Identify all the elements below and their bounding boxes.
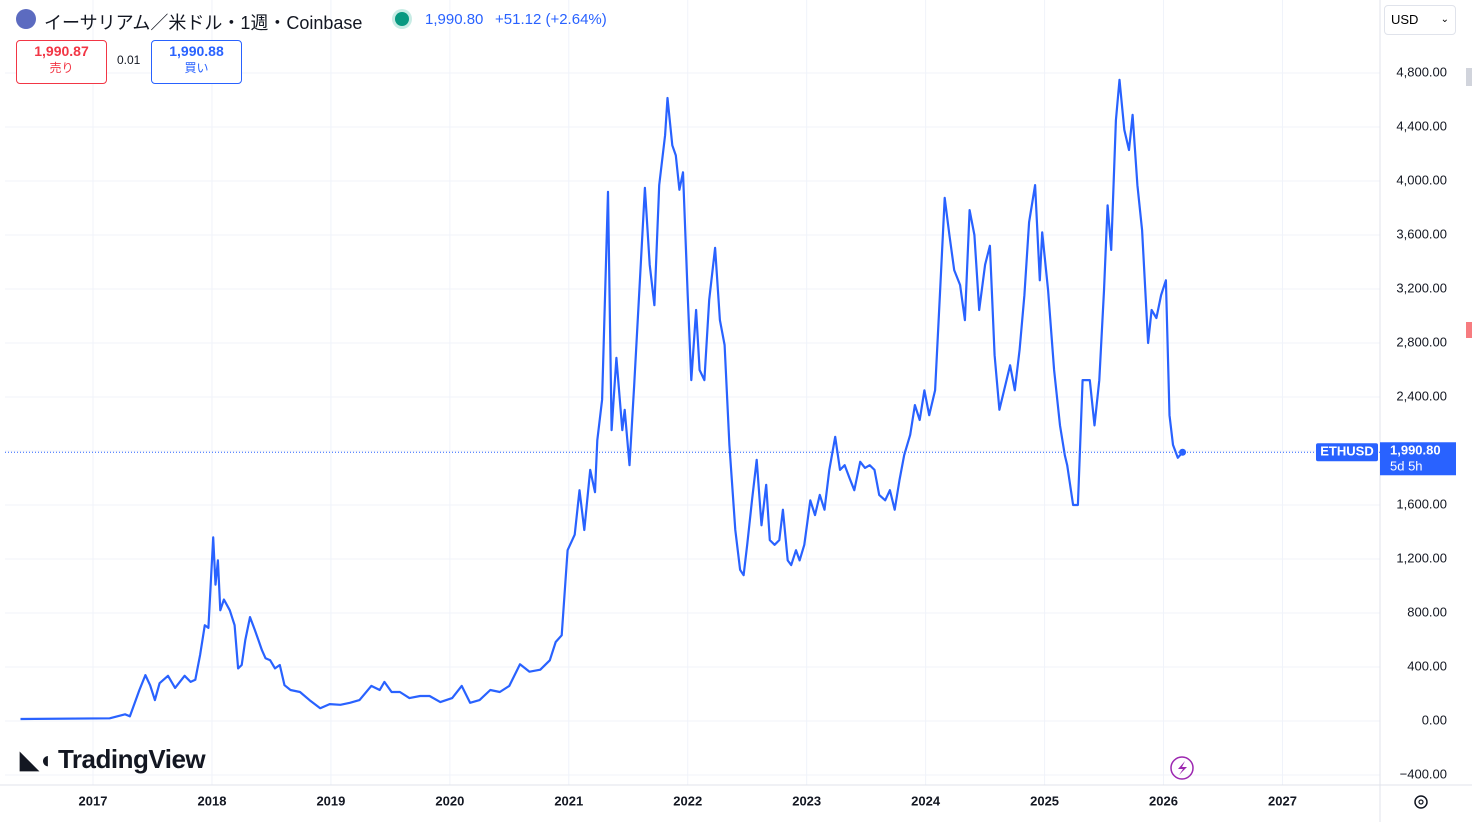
y-tick-label: 3,600.00	[1396, 226, 1447, 241]
y-tick-label: 1,200.00	[1396, 550, 1447, 565]
buy-label: 買い	[184, 61, 209, 75]
price-tag-value: 1,990.80	[1390, 443, 1441, 458]
currency: USD	[1391, 12, 1419, 27]
symbol-name: ETHUSD	[1320, 444, 1373, 459]
price-change: +51.12 (+2.64%)	[495, 11, 607, 28]
scroll-marker	[1466, 322, 1472, 338]
y-tick-label: 0.00	[1422, 712, 1447, 727]
x-tick-label: 2026	[1149, 793, 1178, 808]
y-tick-label: 4,800.00	[1396, 64, 1447, 79]
price-tag-countdown: 5d 5h	[1390, 459, 1423, 474]
dropdown-arrow: ⌄	[1440, 14, 1449, 25]
y-tick-label: −400.00	[1400, 766, 1447, 781]
y-tick-label: 3,200.00	[1396, 280, 1447, 295]
currency-select[interactable]: USD ⌄	[1384, 5, 1456, 35]
sell-price: 1,990.87	[34, 43, 89, 59]
settings-hub	[1418, 799, 1424, 805]
price-line	[20, 78, 1184, 721]
chart-title: イーサリアム／米ドル・1週・Coinbase	[44, 13, 363, 33]
x-tick-label: 2023	[792, 793, 821, 808]
sell-label: 売り	[49, 61, 74, 75]
y-tick-label: 2,800.00	[1396, 334, 1447, 349]
x-tick-label: 2024	[911, 793, 941, 808]
sell-button[interactable]: 1,990.87 売り	[16, 40, 107, 84]
x-tick-label: 2018	[198, 793, 227, 808]
y-tick-label: 800.00	[1407, 604, 1447, 619]
logo-mark: ◣◖	[20, 747, 52, 774]
x-tick-label: 2017	[79, 793, 108, 808]
scrollbar	[1466, 68, 1472, 86]
buy-button[interactable]: 1,990.88 買い	[151, 40, 242, 84]
y-tick-label: 4,000.00	[1396, 172, 1447, 187]
settings-icon	[1414, 795, 1428, 809]
lightning-bolt	[1178, 761, 1187, 775]
x-tick-label: 2027	[1268, 793, 1297, 808]
x-tick-label: 2021	[554, 793, 583, 808]
x-tick-label: 2020	[435, 793, 464, 808]
buy-price: 1,990.88	[169, 43, 224, 59]
market-status	[395, 12, 409, 26]
symbol-tag	[1316, 443, 1378, 462]
lightning-icon	[1170, 756, 1194, 780]
y-tick-label: 4,400.00	[1396, 118, 1447, 133]
price-tag	[1380, 442, 1456, 476]
y-tick-label: 2,400.00	[1396, 388, 1447, 403]
brand-logo: ◣◖ TradingView	[20, 744, 206, 775]
x-tick-label: 2025	[1030, 793, 1059, 808]
x-tick-label: 2019	[316, 793, 345, 808]
y-tick-label: 1,600.00	[1396, 496, 1447, 511]
last-price: 1,990.80	[425, 11, 484, 28]
spread: 0.01	[117, 53, 141, 67]
x-tick-label: 2022	[673, 793, 702, 808]
brand-name: TradingView	[57, 744, 206, 774]
last-point	[1179, 448, 1187, 456]
y-tick-label: 400.00	[1407, 658, 1447, 673]
eth-icon	[16, 9, 36, 29]
